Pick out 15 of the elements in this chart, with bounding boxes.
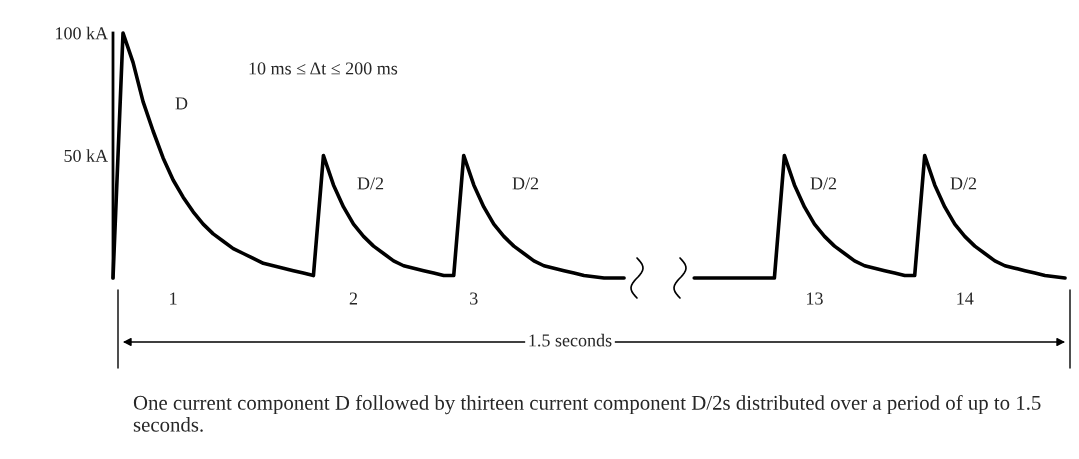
text: One current component D followed by thirteen current component D/2s distributed over a period of up to 1.5 seconds. bbox=[133, 395, 1041, 432]
annotation: D/2 bbox=[512, 177, 539, 190]
y-tick-label: 50 kA bbox=[64, 149, 109, 162]
annotation: 10 ms ≤ Δt ≤ 200 ms bbox=[249, 62, 398, 75]
annotation: D/2 bbox=[810, 177, 837, 190]
annotation: D/2 bbox=[950, 177, 977, 190]
y-tick-label: 100 kA bbox=[56, 26, 109, 40]
x-tick-label: 13 bbox=[807, 292, 823, 305]
annotation: D/2 bbox=[357, 177, 384, 190]
x-tick-label: 1 bbox=[170, 292, 177, 305]
annotation: D bbox=[175, 97, 188, 110]
x-tick-label: 2 bbox=[349, 292, 358, 305]
text: 1.5 seconds bbox=[529, 333, 612, 347]
x-tick-label: 3 bbox=[470, 292, 478, 305]
x-tick-label: 14 bbox=[957, 292, 974, 305]
